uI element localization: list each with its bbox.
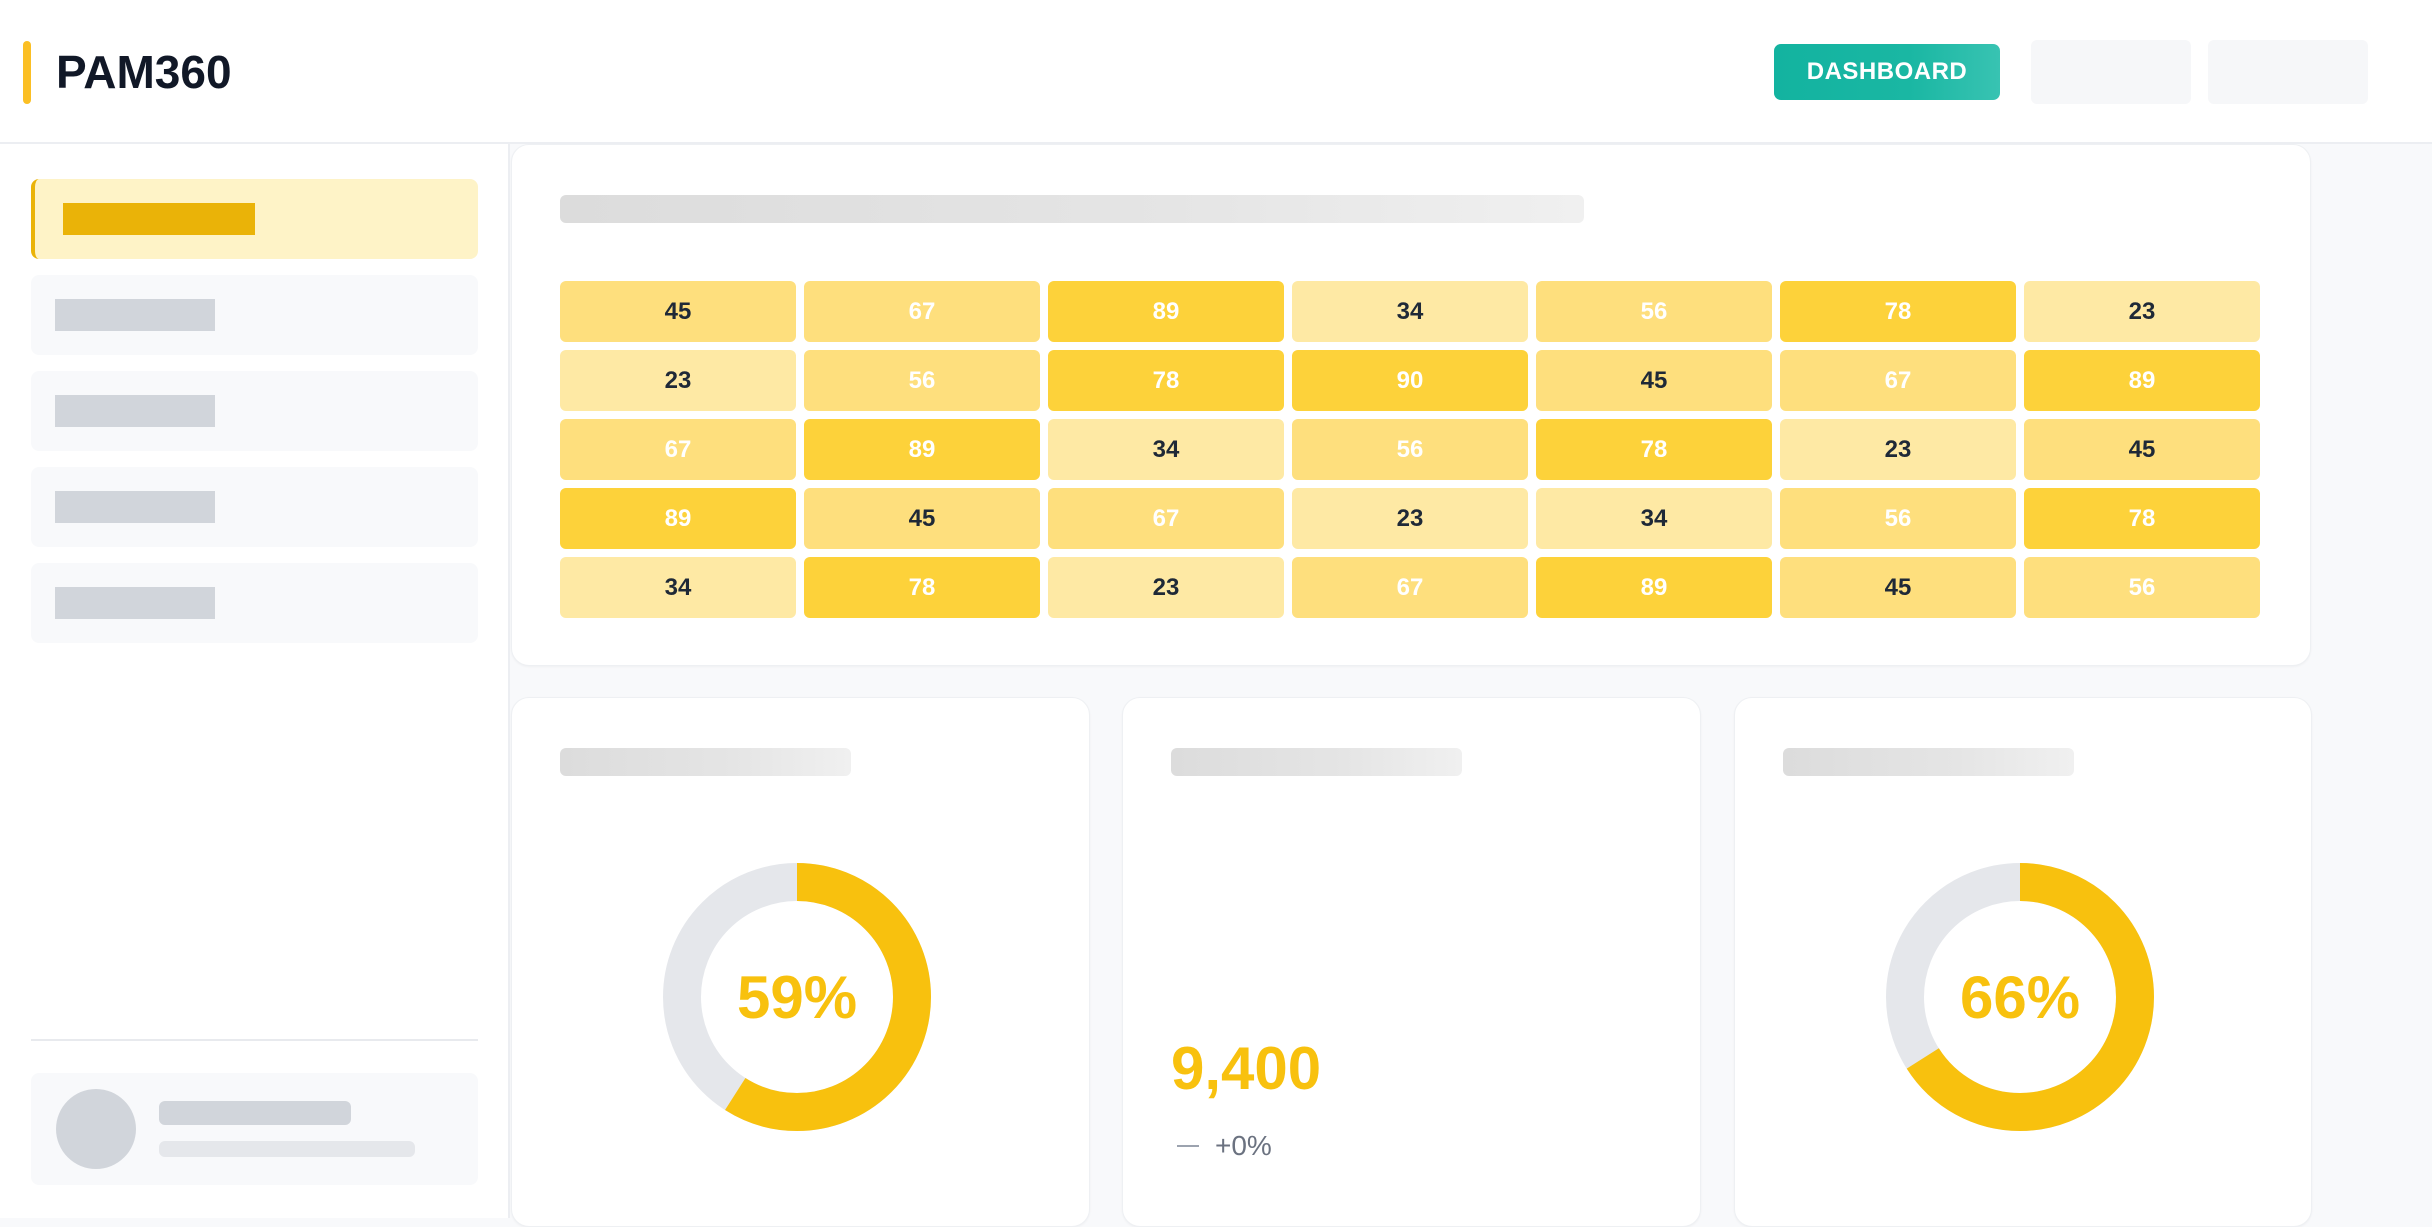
heatmap-cell[interactable]: 56 [2024, 557, 2260, 618]
gauge-card-1: 59% [511, 697, 1090, 1227]
brand-accent-bar [23, 41, 31, 104]
user-role-placeholder [159, 1141, 415, 1157]
gauge-card-1-title-placeholder [560, 748, 851, 776]
dashboard-button[interactable]: DASHBOARD [1774, 44, 2000, 100]
heatmap-cell[interactable]: 89 [560, 488, 796, 549]
sidebar-divider [31, 1039, 478, 1041]
heatmap-cell[interactable]: 78 [2024, 488, 2260, 549]
app-header: PAM360 DASHBOARD [0, 0, 2432, 144]
heatmap-cell[interactable]: 23 [1048, 557, 1284, 618]
heatmap-cell[interactable]: 89 [1048, 281, 1284, 342]
heatmap-cell[interactable]: 78 [1536, 419, 1772, 480]
sidebar-item-label-placeholder [55, 395, 215, 427]
heatmap-cell[interactable]: 45 [1536, 350, 1772, 411]
sidebar-item-4[interactable] [31, 467, 478, 547]
donut-chart-1: 59% [662, 862, 932, 1132]
header-button-placeholder-2[interactable] [2208, 40, 2368, 104]
heatmap-cell[interactable]: 23 [2024, 281, 2260, 342]
avatar [56, 1089, 136, 1169]
heatmap-cell[interactable]: 56 [1292, 419, 1528, 480]
heatmap-cell[interactable]: 23 [560, 350, 796, 411]
donut-chart-1-svg [663, 863, 931, 1131]
sidebar-item-3[interactable] [31, 371, 478, 451]
heatmap-cell[interactable]: 23 [1292, 488, 1528, 549]
heatmap-cell[interactable]: 23 [1780, 419, 2016, 480]
heatmap-cell[interactable]: 89 [804, 419, 1040, 480]
heatmap-cell[interactable]: 56 [1536, 281, 1772, 342]
user-name-placeholder [159, 1101, 351, 1125]
kpi-value: 9,400 [1171, 1035, 1322, 1102]
heatmap-cell[interactable]: 45 [560, 281, 796, 342]
heatmap-cell[interactable]: 67 [1780, 350, 2016, 411]
gauge-card-2-title-placeholder [1783, 748, 2074, 776]
heatmap-cell[interactable]: 56 [804, 350, 1040, 411]
heatmap-cell[interactable]: 67 [1048, 488, 1284, 549]
gauge-1-value: 59% [736, 963, 858, 1031]
heatmap-cell[interactable]: 89 [2024, 350, 2260, 411]
heatmap-cell[interactable]: 45 [2024, 419, 2260, 480]
kpi-title-placeholder [1171, 748, 1462, 776]
donut-arc [663, 863, 931, 1131]
heatmap-cell[interactable]: 90 [1292, 350, 1528, 411]
heatmap-cell[interactable]: 78 [1048, 350, 1284, 411]
heatmap-cell[interactable]: 78 [1780, 281, 2016, 342]
heatmap-title-placeholder [560, 195, 1584, 223]
heatmap-cell[interactable]: 56 [1780, 488, 2016, 549]
header-button-placeholder-1[interactable] [2031, 40, 2191, 104]
gauge-2-value: 66% [1959, 963, 2081, 1031]
heatmap-card: 45 67 89 34 56 78 23 23 56 78 90 45 67 89 67 89 34 56 78 23… [511, 144, 2311, 666]
kpi-change: +0% [1215, 1130, 1272, 1161]
donut-arc [1886, 863, 2154, 1131]
trend-neutral-icon [1177, 1145, 1199, 1147]
kpi-trend: +0% [1171, 1130, 1272, 1162]
gauge-card-2: 66% [1734, 697, 2312, 1227]
sidebar-item-label-placeholder [55, 491, 215, 523]
donut-chart-2: 66% [1885, 862, 2155, 1132]
heatmap-cell[interactable]: 34 [1536, 488, 1772, 549]
kpi-card: 9,400 +0% [1122, 697, 1701, 1227]
sidebar-item-label-placeholder [63, 203, 255, 235]
app-title: PAM360 [56, 46, 232, 98]
sidebar-item-5[interactable] [31, 563, 478, 643]
heatmap-cell[interactable]: 45 [804, 488, 1040, 549]
heatmap-cell[interactable]: 34 [560, 557, 796, 618]
heatmap-cell[interactable]: 34 [1048, 419, 1284, 480]
sidebar-item-active[interactable] [31, 179, 478, 259]
heatmap-cell[interactable]: 45 [1780, 557, 2016, 618]
heatmap-cell[interactable]: 34 [1292, 281, 1528, 342]
heatmap-cell[interactable]: 67 [560, 419, 796, 480]
heatmap-cell[interactable]: 78 [804, 557, 1040, 618]
heatmap-grid: 45 67 89 34 56 78 23 23 56 78 90 45 67 89 67 89 34 56 78 23… [560, 281, 2260, 618]
sidebar-item-label-placeholder [55, 299, 215, 331]
heatmap-cell[interactable]: 67 [804, 281, 1040, 342]
sidebar-item-2[interactable] [31, 275, 478, 355]
donut-chart-2-svg [1886, 863, 2154, 1131]
user-profile-card[interactable] [31, 1073, 478, 1185]
heatmap-cell[interactable]: 67 [1292, 557, 1528, 618]
sidebar-item-label-placeholder [55, 587, 215, 619]
heatmap-cell[interactable]: 89 [1536, 557, 1772, 618]
sidebar [0, 144, 510, 1218]
